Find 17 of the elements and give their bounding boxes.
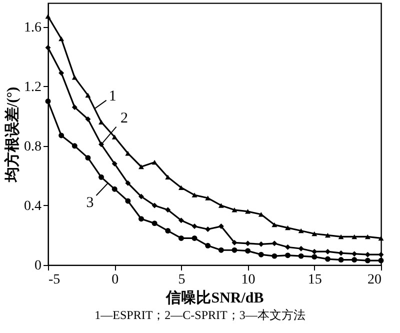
annotation: 2 [120,110,128,126]
x-tick-label: 5 [178,272,186,288]
y-tick-label: 0 [34,258,42,274]
x-tick-label: 0 [112,272,119,288]
annotation: 3 [86,195,94,212]
y-axis-title: 均方根误差/(°) [3,86,21,184]
x-tick-label: 20 [368,272,382,288]
annotation: 1 [108,88,116,105]
x-tick-label: 10 [241,272,256,288]
text: 1—ESPRIT；2—C-SPRIT；3—本文方法 [94,307,306,324]
y-tick-label: 1.6 [24,20,42,36]
y-tick-label: 1.2 [24,80,42,95]
x-axis-title: 信噪比SNR/dB [165,290,264,306]
x-tick-label: 15 [308,272,322,288]
y-tick-label: 0.4 [24,198,42,214]
x-tick-label: -5 [48,272,60,288]
y-tick-label: 0.8 [24,139,42,154]
